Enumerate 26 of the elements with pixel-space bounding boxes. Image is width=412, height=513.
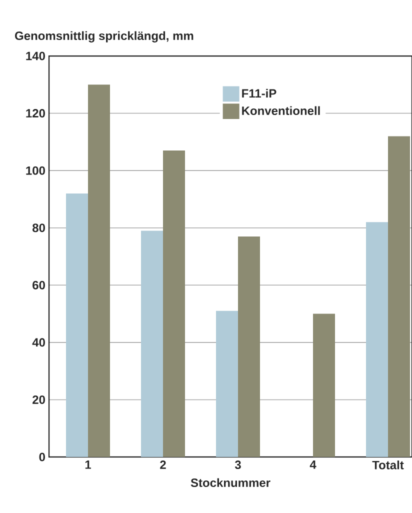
x-tick-label: 2 [160, 460, 166, 469]
y-tick-label: 120 [26, 109, 45, 118]
bar [313, 314, 336, 457]
bar [163, 150, 186, 457]
bar [216, 310, 238, 457]
bar [366, 222, 388, 457]
x-axis-title: Stocknummer [190, 478, 270, 488]
bar [88, 84, 110, 457]
bar [141, 230, 163, 457]
bar [388, 136, 410, 457]
legend-label: Konventionell [242, 106, 320, 116]
y-tick-label: 20 [32, 395, 45, 404]
y-tick-label: 60 [32, 280, 45, 290]
y-tick-label: 0 [39, 452, 45, 462]
y-tick-label: 140 [26, 52, 45, 60]
x-tick-label: Totalt [372, 460, 404, 470]
y-tick-label: 40 [32, 338, 45, 347]
legend-label: F11-iP [242, 88, 276, 98]
y-axis-title: Genomsnittlig spricklängd, mm [15, 31, 194, 42]
y-tick-label: 80 [32, 224, 45, 232]
bar [238, 236, 260, 457]
x-tick-label: 3 [234, 460, 241, 470]
y-tick-label: 100 [26, 166, 45, 175]
x-tick-label: 1 [85, 460, 91, 469]
x-tick-label: 4 [310, 460, 316, 469]
bar [66, 193, 88, 457]
